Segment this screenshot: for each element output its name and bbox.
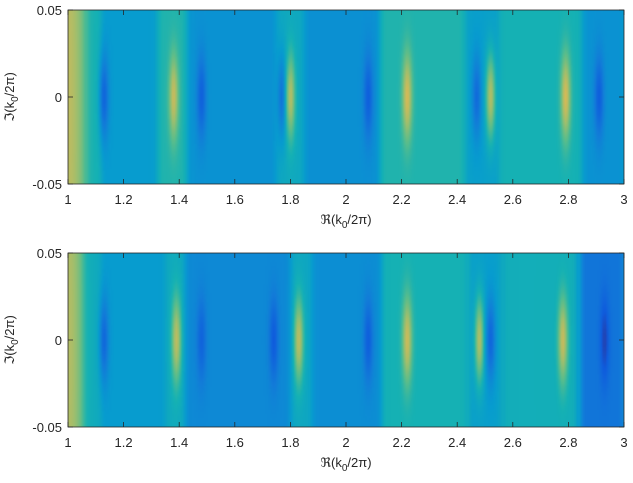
x-tick-label: 1.8 [281,435,299,450]
x-tick-label: 2.8 [559,435,577,450]
heatmap-image [68,10,624,184]
x-tick-label: 2.4 [448,192,466,207]
x-tick-label: 1.2 [115,192,133,207]
x-tick-label: 3 [620,192,627,207]
x-tick-label: 2.4 [448,435,466,450]
x-axis-label: ℜ(k0/2π) [320,455,371,474]
x-tick-label: 2 [342,435,349,450]
y-tick-label: -0.05 [32,420,62,435]
x-tick-label: 1.4 [170,435,188,450]
y-axis-label: ℑ(k0/2π) [2,72,21,122]
x-tick-label: 1.8 [281,192,299,207]
x-tick-label: 2 [342,192,349,207]
x-tick-label: 2.2 [393,435,411,450]
y-tick-label: 0 [55,333,62,348]
x-axis-label: ℜ(k0/2π) [320,212,371,231]
x-tick-label: 1.6 [226,192,244,207]
heatmap-chart-bottom: 1 1.2 1.4 1.6 1.8 2 2.2 2.4 2.6 2.8 3 -0.05 0 0.05 ℜ(k… [2,246,628,474]
heatmap-image [68,253,624,427]
x-tick-label: 1 [64,435,71,450]
x-tick-label: 1 [64,192,71,207]
x-tick-label: 3 [620,435,627,450]
x-tick-label: 2.8 [559,192,577,207]
y-tick-label: 0.05 [37,246,62,261]
x-tick-label: 1.4 [170,192,188,207]
y-tick-label: 0.05 [37,3,62,18]
heatmap-chart-top: 1 1.2 1.4 1.6 1.8 2 2.2 2.4 2.6 2.8 3 -0.05 0 0.05 ℜ(k… [2,3,628,231]
y-tick-label: -0.05 [32,177,62,192]
x-tick-label: 2.6 [504,192,522,207]
x-tick-label: 1.2 [115,435,133,450]
y-tick-label: 0 [55,90,62,105]
y-axis-label: ℑ(k0/2π) [2,315,21,365]
x-tick-label: 2.2 [393,192,411,207]
x-tick-label: 1.6 [226,435,244,450]
x-tick-label: 2.6 [504,435,522,450]
